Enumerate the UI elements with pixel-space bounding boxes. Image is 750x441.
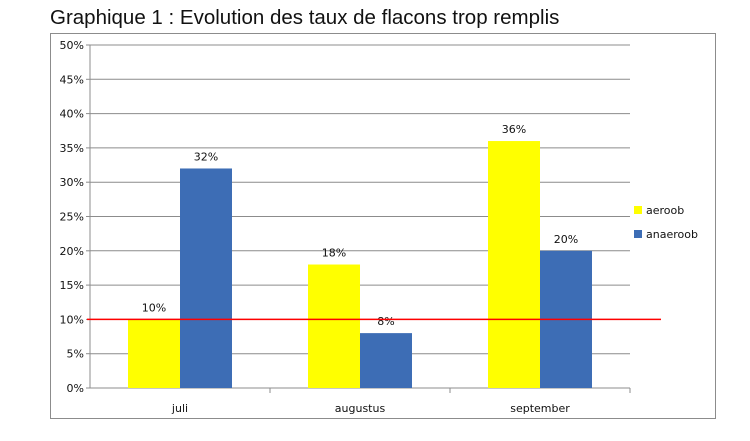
x-tick-label: september — [510, 402, 570, 415]
chart-title: Graphique 1 : Evolution des taux de flac… — [50, 6, 560, 29]
y-tick-label: 30% — [60, 176, 84, 189]
data-label: 18% — [322, 247, 346, 260]
y-tick-label: 50% — [60, 39, 84, 52]
y-tick-label: 5% — [67, 348, 84, 361]
data-label: 8% — [377, 315, 394, 328]
data-label: 32% — [194, 150, 218, 163]
y-tick-label: 15% — [60, 279, 84, 292]
y-tick-label: 35% — [60, 142, 84, 155]
y-tick-label: 40% — [60, 108, 84, 121]
legend-label: anaeroob — [646, 228, 698, 241]
x-tick-label: juli — [171, 402, 188, 415]
y-tick-label: 45% — [60, 73, 84, 86]
bar-aeroob — [488, 141, 540, 388]
y-tick-label: 0% — [67, 382, 84, 395]
legend-swatch — [634, 206, 642, 214]
data-label: 20% — [554, 233, 578, 246]
legend-swatch — [634, 230, 642, 238]
data-label: 36% — [502, 123, 526, 136]
bar-anaeroob — [180, 168, 232, 388]
legend-label: aeroob — [646, 204, 684, 217]
data-label: 10% — [142, 301, 166, 314]
bar-aeroob — [128, 319, 180, 388]
y-tick-label: 25% — [60, 211, 84, 224]
bar-anaeroob — [360, 333, 412, 388]
bar-aeroob — [308, 264, 360, 388]
y-tick-label: 20% — [60, 245, 84, 258]
chart-frame — [50, 33, 716, 419]
x-tick-label: augustus — [335, 402, 386, 415]
y-tick-label: 10% — [60, 313, 84, 326]
